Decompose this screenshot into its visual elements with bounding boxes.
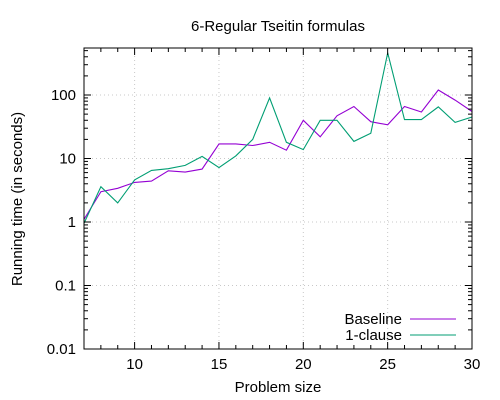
y-axis-label: Running time (in seconds) — [9, 112, 26, 286]
series-line-1 — [83, 52, 473, 224]
plot-frame — [83, 47, 473, 350]
y-tick-label: 1 — [68, 214, 76, 231]
legend-label-1: 1-clause — [345, 327, 402, 344]
x-tick-label: 20 — [295, 356, 312, 373]
y-tick-label: 10 — [59, 151, 76, 168]
x-tick-label: 10 — [126, 356, 143, 373]
grid — [84, 48, 473, 350]
legend-label-0: Baseline — [344, 311, 402, 328]
series-line-0 — [83, 89, 473, 220]
x-tick-label: 25 — [379, 356, 396, 373]
y-tick-label: 0.01 — [47, 341, 76, 358]
axis-ticks: 0.01 0.1 1 10 100 10 15 20 25 30 — [47, 48, 481, 373]
series-lines — [83, 52, 473, 224]
y-tick-label: 100 — [51, 87, 76, 104]
x-tick-label: 30 — [464, 356, 481, 373]
x-tick-label: 15 — [211, 356, 228, 373]
x-axis-label: Problem size — [235, 379, 322, 396]
y-tick-label: 0.1 — [55, 278, 76, 295]
chart-title: 6-Regular Tseitin formulas — [191, 18, 365, 35]
